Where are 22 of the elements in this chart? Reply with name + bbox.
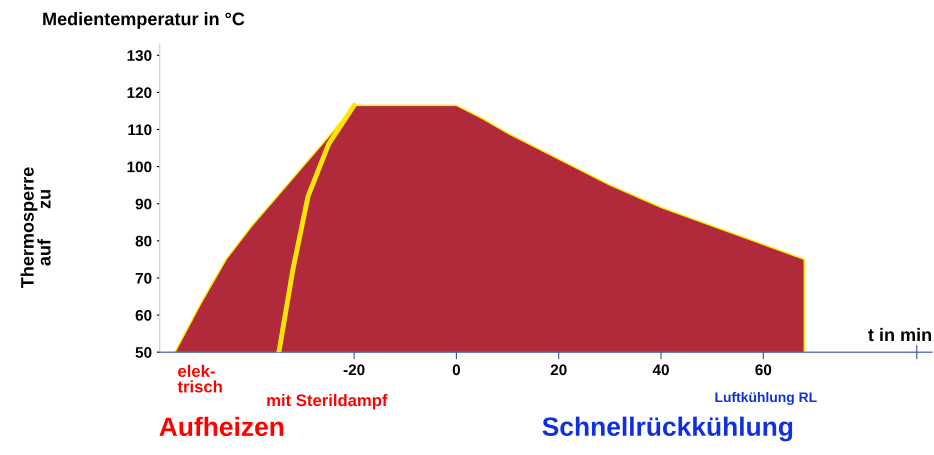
y-tick-label: 70 (136, 272, 152, 284)
x-tick-label: 20 (550, 364, 567, 376)
text: Aufheizen (159, 416, 284, 436)
chart-title: Medientemperatur in °C (43, 12, 244, 29)
text: Thermosperre auf zu (20, 167, 51, 288)
y-tick-label: 50 (136, 347, 152, 358)
y-tick-label: 90 (136, 198, 152, 210)
x-tick-label: 40 (652, 364, 669, 376)
y-tick-label: 80 (136, 236, 152, 247)
x-tick-label: -20 (344, 364, 365, 376)
y-tick-label: 100 (128, 161, 152, 172)
y-tick-label: 120 (128, 87, 152, 98)
text: mit Sterildampf (267, 394, 388, 410)
x-tick-label: 0 (452, 364, 460, 376)
text: Luftkühlung RL (715, 392, 817, 405)
y-tick-label: 60 (136, 310, 152, 321)
x-axis-title: t in min (868, 328, 932, 342)
x-tick-label: 60 (755, 364, 772, 376)
text: elek- trisch (178, 364, 222, 393)
y-tick-label: 110 (128, 124, 152, 136)
text: Schnellrückkühlung (542, 416, 792, 442)
y-tick-label: 130 (128, 50, 152, 61)
